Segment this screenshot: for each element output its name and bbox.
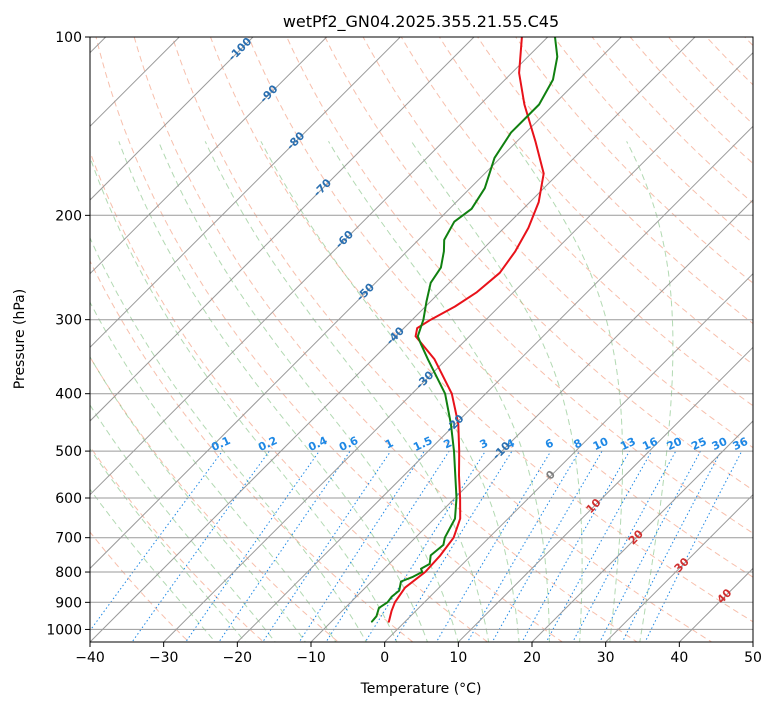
y-tick-label: 900 — [55, 595, 82, 611]
x-axis-label: Temperature (°C) — [360, 681, 482, 697]
moist-adiabat — [158, 141, 459, 642]
moist-adiabat — [90, 447, 246, 642]
grid-lines — [90, 37, 753, 642]
isotherm-line — [457, 346, 753, 642]
dry-adiabat — [95, 37, 564, 642]
dewpoint-line — [370, 37, 559, 623]
x-tick-label: −40 — [75, 650, 105, 666]
isotherm-line — [90, 37, 623, 570]
x-tick-label: −30 — [149, 650, 179, 666]
isotherm-line — [383, 272, 753, 642]
x-tick-label: 40 — [670, 650, 688, 666]
mixing-ratio-label: 36 — [731, 435, 751, 453]
dry-adiabat — [90, 531, 190, 642]
dry-adiabat — [477, 37, 753, 325]
isotherm-line — [90, 37, 549, 496]
moist-adiabat — [328, 141, 550, 642]
y-tick-label: 800 — [55, 565, 82, 581]
isotherm-line — [236, 125, 753, 642]
moist-adiabat — [204, 141, 490, 642]
x-tick-label: 0 — [380, 650, 389, 666]
y-axis-label: Pressure (hPa) — [12, 289, 28, 389]
y-tick-label: 400 — [55, 387, 82, 403]
y-tick-label: 300 — [55, 313, 82, 329]
y-axis: 100 200 300 400 500 600 700 800 900 1000 — [46, 30, 90, 638]
mixing-ratio-label: 13 — [618, 435, 637, 453]
dry-adiabat — [90, 259, 414, 642]
x-tick-label: 30 — [597, 650, 615, 666]
y-tick-label: 1000 — [46, 622, 82, 638]
mixing-ratio-label: 16 — [640, 435, 660, 453]
moist-adiabat — [512, 141, 623, 642]
x-tick-label: 20 — [523, 650, 541, 666]
chart-title: wetPf2_GN04.2025.355.21.55.C45 — [283, 12, 559, 32]
sounding-series — [370, 37, 559, 623]
moist-adiabat — [90, 404, 276, 642]
y-tick-label: 600 — [55, 491, 82, 507]
isotherm-line — [90, 37, 328, 275]
dry-adiabat — [248, 37, 753, 578]
mixing-ratio-label: 20 — [665, 435, 685, 453]
dry-adiabat — [90, 445, 265, 642]
x-tick-label: −10 — [296, 650, 326, 666]
dry-adiabat — [400, 37, 753, 407]
y-tick-label: 100 — [55, 30, 82, 46]
x-tick-label: 50 — [744, 650, 762, 666]
plot-frame — [89, 36, 754, 643]
isotherm-line — [162, 51, 753, 642]
x-tick-label: 10 — [449, 650, 467, 666]
isotherm-line — [90, 37, 254, 201]
y-tick-label: 500 — [55, 444, 82, 460]
plot-area — [90, 37, 753, 642]
mixing-ratio-label: 10 — [591, 435, 611, 453]
dry-adiabat — [209, 37, 753, 623]
y-tick-label: 700 — [55, 531, 82, 547]
y-tick-label: 200 — [55, 208, 82, 224]
dry-adiabat — [171, 37, 713, 642]
isotherm-line — [90, 37, 475, 422]
isotherm-line — [604, 493, 753, 642]
moist-adiabat — [90, 236, 367, 642]
moist-adiabat — [90, 301, 337, 642]
x-axis: −40 −30 −20 −10 0 10 20 30 40 50 — [75, 642, 762, 666]
isotherm-line — [531, 420, 753, 642]
mixing-ratio-label: 30 — [710, 435, 730, 453]
moist-adiabat — [410, 141, 583, 642]
mixing-ratio-label: 25 — [689, 435, 708, 453]
x-tick-label: −20 — [223, 650, 253, 666]
temperature-line — [387, 37, 545, 623]
isotherm-line — [90, 37, 402, 349]
dry-adiabat — [286, 37, 753, 534]
isotherm-line — [310, 199, 753, 642]
moist-adiabat — [626, 141, 674, 642]
moist-adiabat — [260, 141, 520, 642]
moist-adiabat — [118, 141, 429, 642]
dry-adiabat — [90, 356, 340, 642]
dry-adiabat — [438, 37, 753, 366]
isotherm-line — [90, 37, 696, 642]
dry-adiabat — [133, 37, 638, 642]
